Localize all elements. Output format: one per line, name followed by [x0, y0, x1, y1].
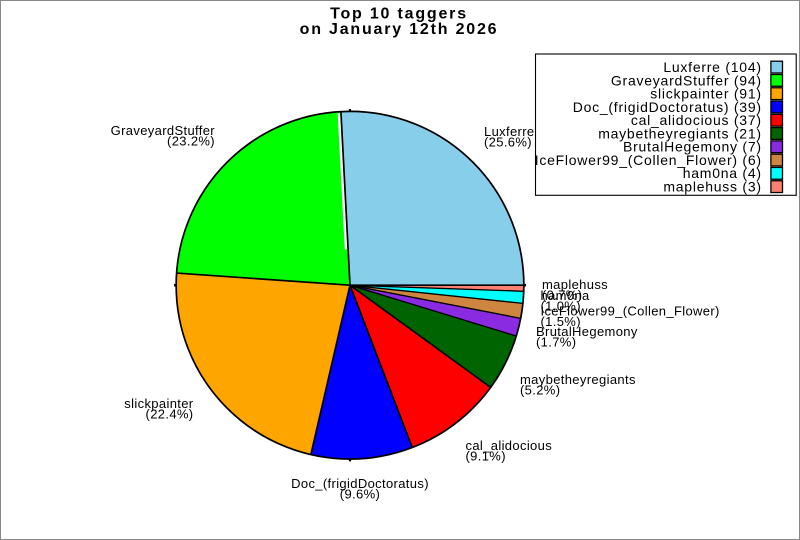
svg-text:Luxferre: Luxferre: [484, 124, 535, 139]
svg-text:(1.7%): (1.7%): [536, 334, 576, 349]
svg-text:ham0na: ham0na: [541, 288, 590, 303]
svg-text:cal_alidocious: cal_alidocious: [466, 438, 553, 453]
svg-text:maplehuss: maplehuss: [542, 277, 608, 292]
svg-text:Luxferre (104): Luxferre (104): [663, 59, 761, 75]
svg-text:(1.5%): (1.5%): [541, 314, 581, 329]
svg-text:on January 12th 2026: on January 12th 2026: [300, 21, 499, 38]
svg-text:(9.1%): (9.1%): [466, 448, 506, 463]
svg-text:(5.2%): (5.2%): [520, 382, 560, 397]
svg-text:Doc_(frigidDoctoratus): Doc_(frigidDoctoratus): [291, 476, 429, 491]
svg-text:Top 10 taggers: Top 10 taggers: [330, 5, 468, 22]
svg-text:IceFlower99_(Collen_Flower): IceFlower99_(Collen_Flower): [541, 304, 720, 319]
svg-text:maybetheyregiants (21): maybetheyregiants (21): [598, 125, 762, 141]
svg-text:(0.7%): (0.7%): [542, 288, 582, 303]
svg-text:(25.6%): (25.6%): [484, 134, 532, 149]
svg-text:GraveyardStuffer: GraveyardStuffer: [111, 123, 216, 138]
svg-text:IceFlower99_(Collen_Flower) (6: IceFlower99_(Collen_Flower) (6): [535, 152, 762, 168]
svg-text:(1.0%): (1.0%): [541, 298, 581, 313]
svg-text:(22.4%): (22.4%): [146, 406, 194, 421]
svg-text:BrutalHegemony (7): BrutalHegemony (7): [623, 139, 762, 155]
svg-text:GraveyardStuffer (94): GraveyardStuffer (94): [611, 72, 762, 88]
svg-text:maybetheyregiants: maybetheyregiants: [520, 372, 636, 387]
svg-text:(9.6%): (9.6%): [340, 486, 380, 501]
svg-text:(23.2%): (23.2%): [167, 133, 215, 148]
svg-text:Doc_(frigidDoctoratus) (39): Doc_(frigidDoctoratus) (39): [573, 99, 762, 115]
svg-text:slickpainter (91): slickpainter (91): [650, 86, 762, 102]
svg-text:cal_alidocious (37): cal_alidocious (37): [631, 112, 762, 128]
svg-text:BrutalHegemony: BrutalHegemony: [536, 324, 638, 339]
svg-text:ham0na (4): ham0na (4): [683, 165, 762, 181]
svg-text:slickpainter: slickpainter: [124, 396, 194, 411]
svg-text:maplehuss (3): maplehuss (3): [663, 179, 761, 195]
